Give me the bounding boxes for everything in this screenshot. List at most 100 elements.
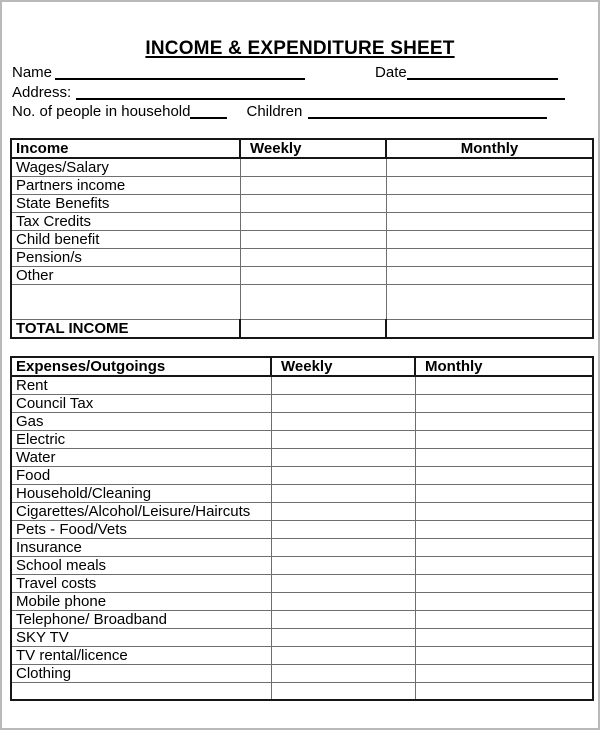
weekly-value-cell [239, 211, 387, 231]
weekly-value-cell [270, 519, 416, 539]
form-header: Name Date Address: No. of people in hous… [2, 64, 598, 123]
monthly-value-cell [414, 591, 594, 611]
monthly-value-cell [414, 627, 594, 647]
income-header-category: Income [10, 137, 241, 159]
weekly-value-cell [239, 229, 387, 249]
row-label: Wages/Salary [10, 157, 241, 177]
weekly-value-cell [270, 645, 416, 665]
weekly-value-cell [270, 663, 416, 683]
monthly-value-cell [414, 555, 594, 575]
income-header-monthly: Monthly [385, 137, 594, 159]
monthly-value-cell [385, 193, 594, 213]
monthly-value-cell [414, 609, 594, 629]
income-section: Income Weekly Monthly Wages/Salary Partne… [2, 137, 598, 339]
weekly-value-cell [270, 501, 416, 521]
monthly-value-cell [414, 429, 594, 449]
monthly-value-cell [414, 537, 594, 557]
monthly-value-cell [414, 393, 594, 413]
row-label: Rent [10, 375, 272, 395]
row-label: Pets - Food/Vets [10, 519, 272, 539]
table-row: Water [10, 447, 594, 467]
total-income-monthly-cell [385, 318, 594, 339]
monthly-value-cell [414, 573, 594, 593]
date-blank-line [406, 67, 558, 80]
expenses-header-row: Expenses/Outgoings Weekly Monthly [10, 355, 594, 377]
address-line: Address: [2, 84, 598, 104]
row-label: Tax Credits [10, 211, 241, 231]
table-row: Travel costs [10, 573, 594, 593]
table-row: Food [10, 465, 594, 485]
row-label: Electric [10, 429, 272, 449]
table-row: Child benefit [10, 229, 594, 249]
monthly-value-cell [385, 283, 594, 320]
weekly-value-cell [239, 283, 387, 320]
table-row: Tax Credits [10, 211, 594, 231]
date-label: Date [375, 64, 407, 81]
income-rows: Wages/Salary Partners income State Benefit… [10, 157, 594, 320]
expenses-table: Expenses/Outgoings Weekly Monthly Rent Co… [10, 355, 594, 701]
row-label: Insurance [10, 537, 272, 557]
expenses-header-category: Expenses/Outgoings [10, 355, 272, 377]
children-label: Children [246, 103, 303, 120]
weekly-value-cell [270, 591, 416, 611]
table-row: Mobile phone [10, 591, 594, 611]
weekly-value-cell [270, 429, 416, 449]
row-label: Food [10, 465, 272, 485]
address-blank-line [76, 87, 566, 100]
address-label: Address: [12, 83, 72, 101]
weekly-value-cell [270, 573, 416, 593]
table-row: Rent [10, 375, 594, 395]
weekly-value-cell [270, 627, 416, 647]
table-row: State Benefits [10, 193, 594, 213]
row-label: State Benefits [10, 193, 241, 213]
row-label: Clothing [10, 663, 272, 683]
monthly-value-cell [414, 447, 594, 467]
weekly-value-cell [239, 247, 387, 267]
weekly-value-cell [270, 465, 416, 485]
name-blank-line [55, 67, 306, 80]
weekly-value-cell [239, 265, 387, 285]
expenses-header-monthly: Monthly [414, 355, 594, 377]
weekly-value-cell [270, 411, 416, 431]
income-header-weekly: Weekly [239, 137, 387, 159]
table-row: SKY TV [10, 627, 594, 647]
table-row: Pension/s [10, 247, 594, 267]
name-label: Name [12, 64, 53, 81]
page-title: INCOME & EXPENDITURE SHEET [145, 38, 455, 59]
weekly-value-cell [270, 555, 416, 575]
monthly-value-cell [414, 483, 594, 503]
table-row: Wages/Salary [10, 157, 594, 177]
table-row: School meals [10, 555, 594, 575]
household-line: No. of people in household Children [2, 103, 598, 123]
total-income-row: TOTAL INCOME [10, 318, 594, 339]
row-label: Pension/s [10, 247, 241, 267]
weekly-value-cell [270, 393, 416, 413]
weekly-value-cell [270, 537, 416, 557]
income-table: Income Weekly Monthly Wages/Salary Partne… [10, 137, 594, 339]
table-row: Pets - Food/Vets [10, 519, 594, 539]
weekly-value-cell [239, 157, 387, 177]
monthly-value-cell [414, 501, 594, 521]
row-label: Household/Cleaning [10, 483, 272, 503]
monthly-value-cell [385, 175, 594, 195]
weekly-value-cell [270, 447, 416, 467]
table-row: Partners income [10, 175, 594, 195]
total-income-weekly-cell [239, 318, 387, 339]
weekly-value-cell [239, 175, 387, 195]
monthly-value-cell [385, 211, 594, 231]
row-label: Child benefit [10, 229, 241, 249]
expenses-section: Expenses/Outgoings Weekly Monthly Rent Co… [2, 355, 598, 703]
row-label: Council Tax [10, 393, 272, 413]
table-row: Other [10, 265, 594, 285]
monthly-value-cell [414, 465, 594, 485]
row-label: Travel costs [10, 573, 272, 593]
table-row: Household/Cleaning [10, 483, 594, 503]
household-label: No. of people in household [12, 103, 191, 120]
monthly-value-cell [385, 265, 594, 285]
table-row: Telephone/ Broadband [10, 609, 594, 629]
weekly-value-cell [270, 483, 416, 503]
monthly-value-cell [414, 645, 594, 665]
table-row: TV rental/licence [10, 645, 594, 665]
expenses-rows: Rent Council Tax Gas Electric Water Food House… [10, 375, 594, 683]
